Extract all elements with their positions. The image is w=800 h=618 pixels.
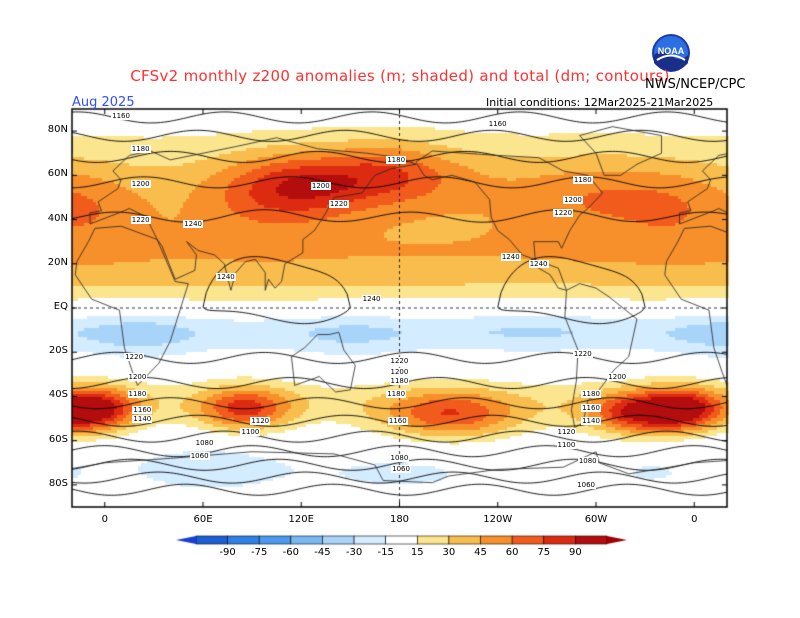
contour-label: 1200 (563, 195, 583, 204)
contour-label: 1200 (310, 182, 331, 191)
lon-tick-label: 0 (691, 514, 698, 525)
contour-label: 1220 (553, 208, 574, 217)
contour-label: 1220 (328, 200, 349, 209)
lat-tick-label: 60S (48, 433, 68, 445)
lat-tick-label: 40S (48, 389, 68, 401)
colorbar-tick-label: 15 (410, 547, 424, 558)
lat-tick-label: 20S (48, 345, 68, 357)
colorbar-tick-label: -75 (251, 547, 268, 558)
lon-tick-label: 0 (101, 514, 108, 525)
lat-tick-label: EQ (53, 301, 68, 312)
contour-label: 1180 (572, 175, 593, 184)
contour-label: 1180 (386, 390, 407, 399)
colorbar-tick-label: 60 (505, 547, 519, 558)
contour-label: 1160 (581, 403, 601, 412)
lon-tick-label: 60W (584, 514, 608, 525)
contour-label: 1120 (250, 416, 271, 425)
contour-label: 1060 (576, 480, 596, 489)
colorbar-tick-label: -15 (377, 547, 394, 558)
contour-label: 1160 (387, 416, 408, 425)
contour-label: 1140 (581, 416, 601, 425)
colorbar-tick-label: -30 (345, 547, 363, 558)
noaa-logo: NOAA (651, 33, 691, 73)
lon-tick-label: 60E (193, 514, 213, 525)
contour-label: 1180 (389, 376, 410, 385)
lat-tick-label: 80N (47, 124, 68, 136)
contour-label: 1240 (215, 273, 236, 282)
contour-label: 1200 (607, 372, 628, 381)
contour-label: 1220 (130, 215, 151, 224)
contour-label: 1160 (487, 120, 508, 129)
lat-tick-label: 20N (47, 256, 68, 268)
contour-label: 1240 (528, 259, 549, 268)
contour-label: 1200 (130, 180, 151, 189)
contour-label: 1200 (389, 368, 410, 377)
contour-label: 1220 (389, 357, 410, 366)
contour-label: 1180 (386, 155, 407, 164)
colorbar-tick-label: 45 (474, 547, 487, 558)
initial-conditions: Initial conditions: 12Mar2025-21Mar2025 (486, 96, 714, 109)
colorbar-tick-label: -45 (314, 547, 331, 558)
colorbar-tick-label: 90 (569, 547, 582, 558)
contour-label: 1080 (194, 438, 215, 447)
agency-label: NWS/NCEP/CPC (645, 77, 746, 92)
contour-label: 1060 (391, 465, 411, 474)
contour-label: 1240 (183, 219, 203, 228)
contour-label: 1080 (577, 456, 598, 465)
contour-label: 1060 (189, 452, 210, 461)
noaa-logo-text: NOAA (657, 46, 685, 56)
contour-label: 1180 (130, 144, 151, 153)
contour-label: 1240 (500, 253, 521, 262)
contour-label: 1160 (111, 111, 131, 120)
contour-label: 1100 (556, 441, 577, 450)
contour-label: 1100 (240, 427, 261, 436)
colorbar-tick-label: 30 (442, 547, 456, 558)
lat-tick-label: 60N (47, 168, 68, 180)
colorbar-tick-label: -60 (282, 547, 300, 558)
contour-label: 1220 (124, 352, 145, 361)
contour-label: 1140 (132, 414, 153, 423)
contour-label: 1220 (572, 350, 593, 359)
contour-label: 1180 (581, 390, 601, 399)
colorbar-tick-label: -90 (219, 547, 236, 558)
lon-tick-label: 120W (483, 514, 513, 525)
contour-label: 1240 (361, 295, 382, 304)
contour-label: 1180 (127, 390, 148, 399)
lon-tick-label: 180 (389, 514, 410, 525)
lat-tick-label: 80S (48, 477, 68, 489)
contour-label: 1160 (132, 405, 153, 414)
colorbar-tick-label: 75 (537, 547, 551, 558)
map-title: CFSv2 monthly z200 anomalies (m; shaded)… (130, 67, 670, 85)
contour-label: 1200 (127, 372, 148, 381)
forecast-month: Aug 2025 (72, 95, 135, 110)
contour-label: 1120 (556, 427, 577, 436)
lat-tick-label: 40N (47, 212, 68, 224)
lon-tick-label: 120E (288, 514, 314, 525)
contour-label: 1080 (389, 454, 410, 463)
